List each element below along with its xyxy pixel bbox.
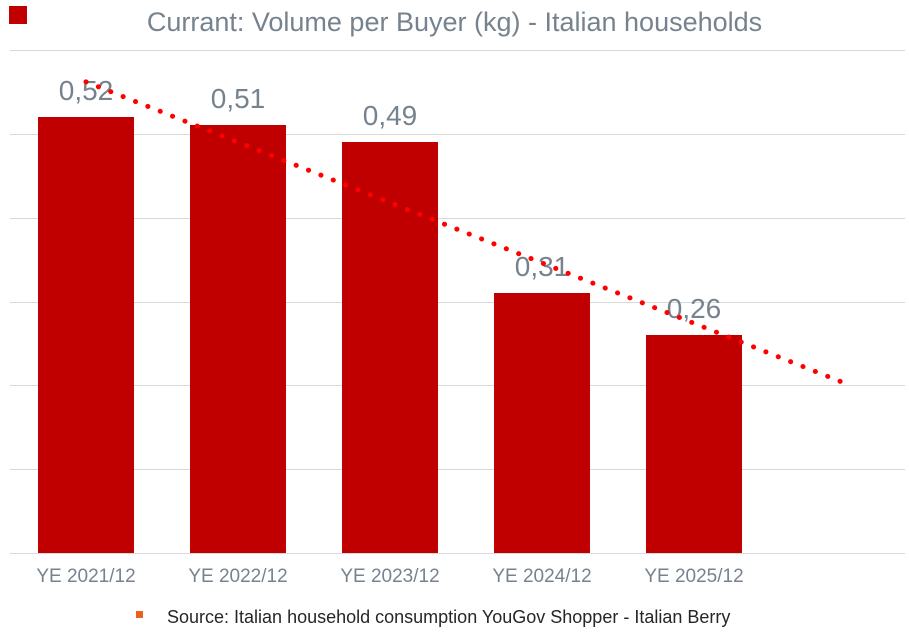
gridline [10,301,905,303]
chart-title: Currant: Volume per Buyer (kg) - Italian… [146,7,763,37]
bullet-square-icon [136,611,143,618]
x-axis-label: YE 2023/12 [340,566,440,587]
x-axis-label: YE 2025/12 [644,566,744,587]
bar [190,125,286,553]
bar-value-label: 0,49 [362,100,418,132]
gridline [10,50,905,51]
bar [342,142,438,553]
bar-value-label: 0,52 [58,75,114,107]
gridline [10,469,905,471]
bar-value-label: 0,31 [514,251,570,283]
gridline [10,217,905,219]
bar-value-label: 0,26 [666,293,722,325]
x-axis-label: YE 2022/12 [188,566,288,587]
x-axis-line [10,553,905,554]
x-axis-label: YE 2021/12 [36,566,136,587]
bar-value-label: 0,51 [210,83,266,115]
gridline [10,385,905,387]
gridline [10,133,905,135]
bar [494,293,590,553]
bar [646,335,742,553]
bar [38,117,134,553]
x-axis-label: YE 2024/12 [492,566,592,587]
brand-corner-square [9,6,27,24]
source-text: Source: Italian household consumption Yo… [167,607,731,627]
